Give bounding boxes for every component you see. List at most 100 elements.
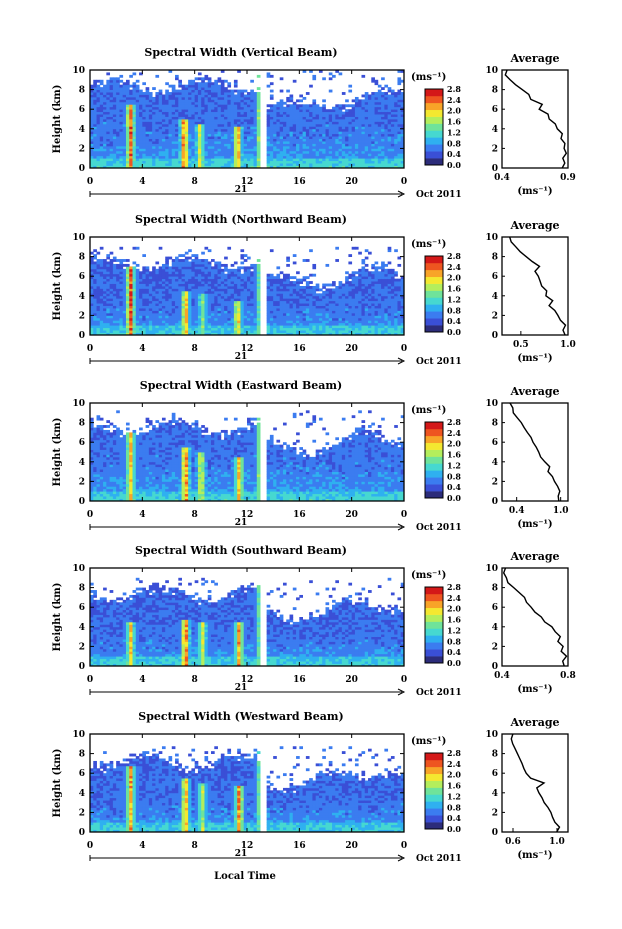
- heatmap-cell: [341, 150, 346, 154]
- heatmap-cell: [240, 295, 245, 299]
- heatmap-cell: [194, 114, 199, 117]
- heatmap-cell: [282, 290, 287, 294]
- heatmap-cell: [243, 121, 248, 125]
- heatmap-cell: [148, 325, 153, 329]
- heatmap-cell: [112, 165, 117, 169]
- heatmap-cell: [374, 123, 379, 127]
- heatmap-cell: [207, 87, 212, 90]
- heatmap-cell: [197, 150, 202, 154]
- heatmap-cell: [276, 148, 281, 152]
- heatmap-cell: [139, 155, 143, 159]
- heatmap-cell: [119, 158, 124, 162]
- heatmap-cell: [181, 276, 186, 280]
- heatmap-cell: [129, 109, 133, 113]
- heatmap-cell: [305, 283, 310, 287]
- heatmap-cell: [112, 104, 117, 108]
- heatmap-cell: [90, 165, 94, 169]
- heatmap-cell: [96, 320, 101, 324]
- heatmap-cell: [201, 320, 205, 324]
- heatmap-cell: [135, 153, 140, 157]
- heatmap-cell: [289, 308, 294, 311]
- heatmap-cell: [282, 308, 287, 311]
- heatmap-cell: [148, 276, 153, 280]
- heatmap-cell: [335, 131, 339, 135]
- heatmap-cell: [377, 114, 382, 117]
- heatmap-cell: [230, 158, 235, 162]
- heatmap-cell: [155, 261, 160, 265]
- heatmap-cell: [191, 266, 196, 270]
- heatmap-cell: [181, 263, 186, 267]
- heatmap-cell: [296, 305, 300, 309]
- heatmap-cell: [204, 281, 209, 284]
- heatmap-cell: [247, 153, 251, 157]
- heatmap-cell: [312, 153, 317, 157]
- heatmap-cell: [129, 123, 133, 127]
- heatmap-cell: [384, 92, 389, 95]
- heatmap-cell: [142, 303, 146, 306]
- heatmap-cell: [178, 276, 182, 280]
- heatmap-cell: [106, 160, 111, 164]
- heatmap-cell: [119, 263, 124, 267]
- heatmap-cell: [155, 99, 160, 103]
- colorbar-unit-label: (ms⁻¹): [411, 72, 446, 83]
- heatmap-cell: [191, 276, 196, 280]
- heatmap-cell: [188, 330, 192, 333]
- heatmap-cell: [233, 89, 238, 93]
- heatmap-cell: [247, 119, 251, 122]
- heatmap-cell: [384, 111, 389, 115]
- heatmap-cell: [188, 273, 192, 277]
- heatmap-cell: [371, 133, 375, 137]
- heatmap-cell: [368, 158, 372, 162]
- heatmap-cell: [279, 121, 284, 125]
- heatmap-cell: [227, 116, 232, 120]
- heatmap-cell: [230, 148, 235, 152]
- heatmap-cell: [318, 143, 323, 147]
- heatmap-cell: [152, 153, 156, 157]
- heatmap-cell: [256, 332, 261, 336]
- heatmap-cell: [125, 109, 130, 113]
- x-tick-label: 4: [139, 177, 145, 187]
- heatmap-cell: [181, 99, 186, 103]
- heatmap-cell: [155, 300, 160, 304]
- heatmap-cell: [168, 268, 173, 272]
- heatmap-cell: [315, 128, 320, 132]
- heatmap-cell: [119, 320, 124, 324]
- heatmap-cell: [171, 119, 176, 122]
- heatmap-cell: [99, 143, 104, 147]
- heatmap-cell: [178, 271, 182, 275]
- heatmap-cell: [142, 106, 146, 110]
- heatmap-cell: [374, 121, 379, 125]
- heatmap-cell: [305, 305, 310, 309]
- heatmap-cell: [282, 293, 287, 297]
- heatmap-cell: [204, 266, 209, 270]
- heatmap-cell: [309, 325, 313, 329]
- heatmap-cell: [253, 148, 258, 152]
- heatmap-cell: [171, 332, 176, 336]
- heatmap-cell: [289, 96, 294, 100]
- heatmap-cell: [276, 109, 281, 113]
- heatmap-cell: [361, 114, 366, 117]
- heatmap-cell: [220, 330, 225, 333]
- heatmap-cell: [90, 266, 94, 270]
- heatmap-cell: [158, 99, 163, 103]
- colorbar-swatch: [425, 137, 443, 145]
- heatmap-cell: [194, 298, 199, 302]
- heatmap-cell: [171, 317, 176, 321]
- heatmap-cell: [250, 148, 254, 152]
- heatmap-cell: [217, 128, 222, 132]
- heatmap-cell: [381, 145, 385, 149]
- heatmap-cell: [168, 84, 173, 88]
- heatmap-cell: [276, 298, 281, 302]
- heatmap-cell: [90, 283, 94, 287]
- heatmap-cell: [368, 128, 372, 132]
- heatmap-cell: [135, 114, 140, 117]
- heatmap-cell: [106, 268, 111, 272]
- heatmap-cell: [165, 163, 169, 166]
- heatmap-cell: [106, 153, 111, 157]
- heatmap-cell: [302, 308, 307, 311]
- heatmap-cell: [240, 121, 245, 125]
- heatmap-cell: [96, 89, 101, 93]
- heatmap-cell: [299, 327, 303, 331]
- heatmap-cell: [152, 266, 156, 270]
- heatmap-cell: [217, 315, 222, 319]
